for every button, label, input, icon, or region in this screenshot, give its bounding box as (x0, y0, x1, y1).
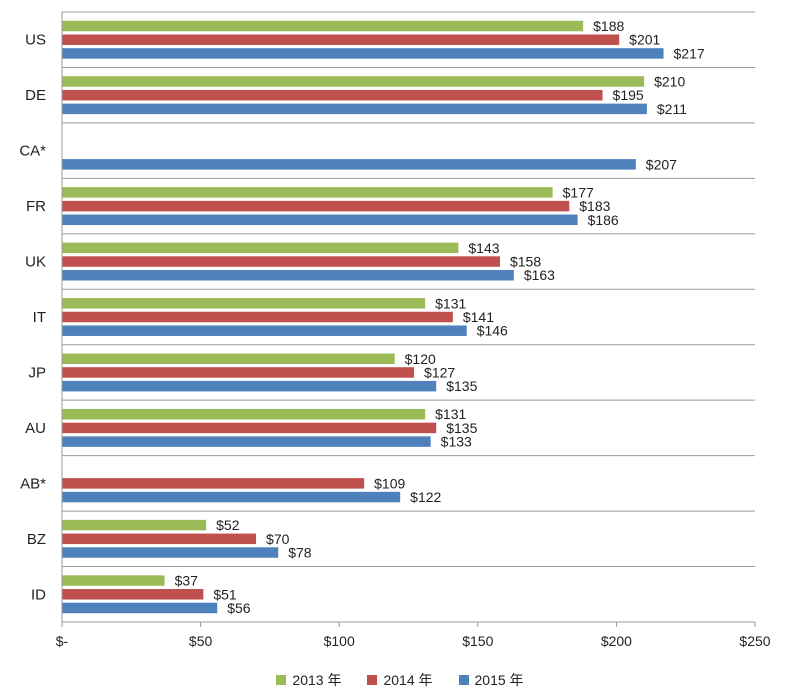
bar-value-label: $120 (405, 351, 436, 367)
bar (62, 547, 279, 558)
x-tick-label: $100 (324, 633, 355, 649)
x-tick-label: $200 (601, 633, 632, 649)
legend-swatch (276, 675, 287, 685)
bar-value-label: $52 (216, 517, 240, 533)
bar (62, 256, 500, 267)
legend-item: 2013 年 (276, 670, 341, 690)
bar-value-label: $163 (524, 267, 555, 283)
bar (62, 491, 401, 503)
bar-value-label: $122 (410, 489, 441, 505)
category-label: JP (28, 364, 46, 381)
bar-value-label: $177 (563, 184, 594, 200)
bar (62, 20, 584, 32)
legend-item: 2015 年 (458, 670, 524, 690)
bar (62, 159, 636, 170)
bar (62, 311, 453, 323)
bar-value-label: $201 (629, 32, 660, 48)
category-label: US (25, 32, 46, 49)
bar (62, 380, 437, 392)
category-label: ID (31, 586, 46, 603)
bar (62, 575, 165, 586)
bar-value-label: $131 (435, 406, 466, 422)
axes: $- $50 $100 $150 $200 $250 US DE CA* FR UK IT JP AU AB… (19, 12, 771, 649)
x-tick-label: $- (56, 633, 69, 649)
legend-label: 2015 年 (474, 672, 524, 688)
bar (62, 200, 570, 212)
category-label: DE (25, 87, 46, 104)
bar-value-label: $158 (510, 254, 541, 270)
bar-value-label: $183 (579, 198, 610, 214)
bar-value-label: $141 (463, 309, 494, 325)
bar (62, 34, 620, 45)
bar (62, 103, 647, 115)
bar (62, 478, 365, 489)
bar-value-label: $109 (374, 475, 405, 491)
category-label: AB* (20, 475, 46, 492)
bar-value-label: $131 (435, 295, 466, 311)
legend-label: 2014 年 (383, 672, 433, 688)
bar (62, 602, 218, 614)
bar-value-label: $78 (288, 545, 312, 561)
bar-value-label: $217 (674, 45, 705, 61)
bar-value-label: $207 (646, 156, 677, 172)
bar (62, 519, 207, 531)
category-label: BZ (27, 531, 46, 548)
bar (62, 187, 553, 198)
bar (62, 214, 578, 226)
bar (62, 89, 603, 101)
x-tick-label: $150 (462, 633, 493, 649)
data-labels: $188 $201 $217 $210 $195 $211 $207 $177$183$186… (175, 18, 705, 616)
bar-value-label: $188 (593, 18, 624, 34)
bar (62, 269, 514, 281)
bar-value-label: $127 (424, 364, 455, 380)
legend-swatch (367, 675, 378, 685)
legend-label: 2013 年 (292, 672, 342, 688)
bar-value-label: $135 (446, 420, 477, 436)
bar (62, 48, 664, 59)
x-tick-label: $50 (189, 633, 213, 649)
bar-value-label: $143 (468, 240, 499, 256)
bar (62, 422, 437, 434)
grid-lines (62, 11, 755, 623)
bar (62, 408, 426, 420)
bars (62, 20, 664, 614)
bar-value-label: $133 (441, 434, 472, 450)
bar-value-label: $146 (477, 323, 508, 339)
legend-item: 2014 年 (367, 670, 433, 690)
category-label: UK (25, 254, 46, 271)
bar (62, 242, 459, 254)
category-label: IT (33, 309, 46, 326)
bar-value-label: $70 (266, 531, 290, 547)
category-label: FR (26, 198, 46, 215)
bar-value-label: $135 (446, 378, 477, 394)
bar (62, 367, 415, 378)
category-label: AU (25, 420, 46, 437)
category-label: CA* (19, 143, 46, 160)
bar-value-label: $211 (657, 101, 687, 117)
legend-swatch (458, 675, 469, 685)
bar (62, 353, 395, 365)
bar (62, 436, 431, 447)
bar-value-label: $186 (588, 212, 619, 228)
legend: 2013 年 2014 年 2015 年 (0, 670, 800, 690)
bar-value-label: $56 (227, 600, 251, 616)
x-tick-label: $250 (739, 633, 770, 649)
bar (62, 76, 645, 87)
bar-value-label: $51 (213, 586, 237, 602)
bar (62, 589, 204, 600)
bar (62, 325, 467, 336)
bar (62, 533, 257, 545)
bar-value-label: $37 (175, 573, 199, 589)
bar-value-label: $210 (654, 73, 685, 89)
bar-value-label: $195 (613, 87, 644, 103)
bar (62, 298, 426, 309)
